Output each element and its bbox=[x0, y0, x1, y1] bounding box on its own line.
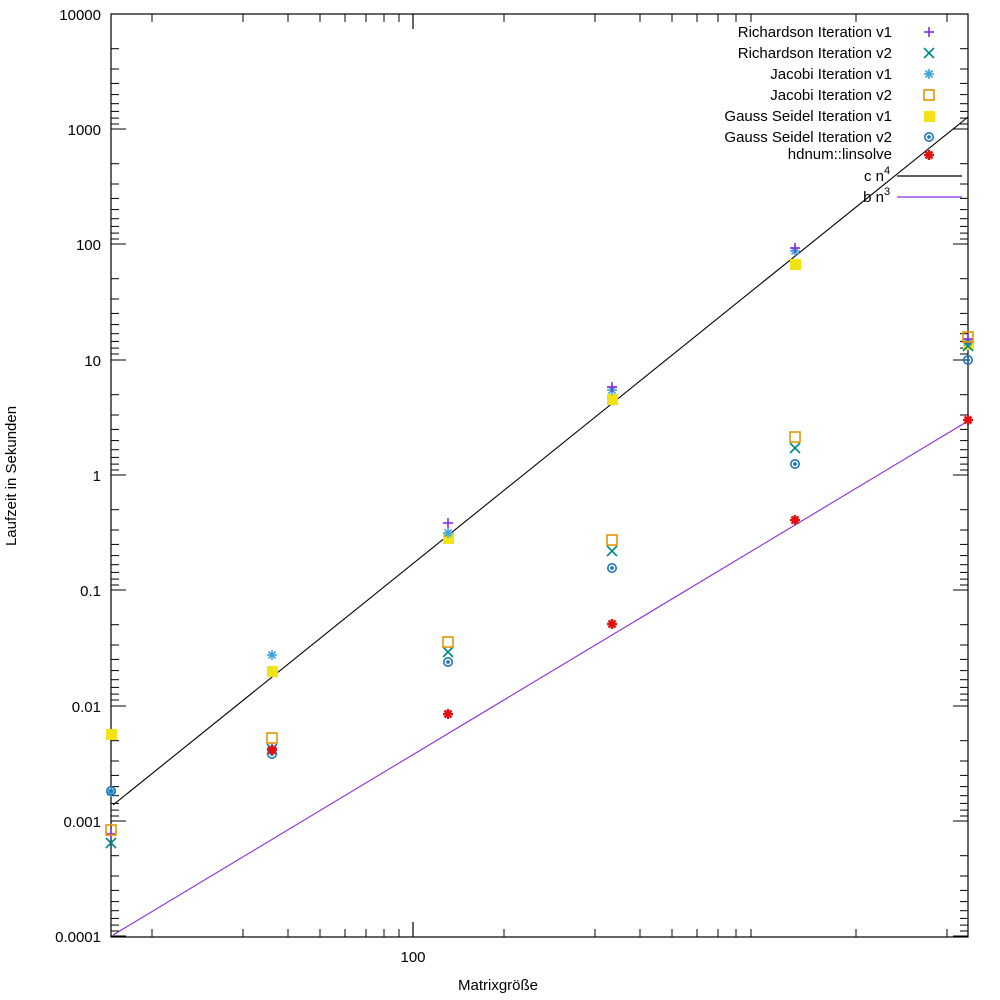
legend-label-gauss-seidel-v1: Gauss Seidel Iteration v1 bbox=[724, 108, 892, 125]
data-point bbox=[443, 518, 453, 528]
data-point bbox=[443, 709, 453, 719]
data-point bbox=[606, 545, 618, 557]
data-point bbox=[267, 666, 278, 677]
data-point bbox=[606, 534, 618, 546]
legend-label-jacobi-v1: Jacobi Iteration v1 bbox=[770, 66, 892, 83]
legend-label-bn3: b n bbox=[863, 189, 884, 206]
data-point bbox=[963, 415, 973, 425]
series-gauss-seidel-v2-points bbox=[106, 354, 973, 796]
data-point bbox=[267, 745, 277, 755]
data-point bbox=[106, 829, 116, 839]
series-jacobi-v2-points bbox=[105, 331, 974, 836]
data-point bbox=[443, 533, 454, 544]
data-point bbox=[790, 515, 800, 525]
data-point bbox=[442, 636, 454, 648]
legend-label-hdnum-linsolve: hdnum::linsolve bbox=[788, 146, 892, 163]
y-axis-ticks bbox=[111, 13, 968, 937]
legend-marker-richardson-v1 bbox=[924, 27, 934, 37]
series-jacobi-v1-points bbox=[106, 246, 973, 797]
series-gauss-seidel-v1-points bbox=[106, 259, 974, 740]
legend-marker-jacobi-v2 bbox=[923, 89, 935, 101]
data-point bbox=[606, 562, 617, 573]
y-tick-label-1: 1 bbox=[93, 468, 101, 485]
data-point bbox=[789, 431, 801, 443]
legend-label-cn4-exponent: 4 bbox=[884, 165, 890, 177]
reference-line-cn4 bbox=[112, 116, 969, 806]
y-tick-label-100: 100 bbox=[76, 237, 101, 254]
data-point bbox=[607, 382, 617, 392]
x-tick-label-100: 100 bbox=[400, 949, 425, 966]
y-tick-label-10000: 10000 bbox=[59, 7, 101, 24]
series-richardson-v2-points bbox=[105, 340, 974, 849]
series-hdnum-linsolve-points bbox=[267, 415, 973, 755]
data-point bbox=[962, 331, 974, 343]
data-point bbox=[789, 458, 800, 469]
data-point bbox=[790, 243, 800, 253]
y-tick-label-0.01: 0.01 bbox=[72, 699, 101, 716]
data-point bbox=[442, 646, 454, 658]
data-point bbox=[962, 354, 973, 365]
data-point bbox=[790, 259, 801, 270]
legend-label-jacobi-v2: Jacobi Iteration v2 bbox=[770, 87, 892, 104]
data-point bbox=[443, 528, 453, 538]
legend-label-gauss-seidel-v2: Gauss Seidel Iteration v2 bbox=[724, 129, 892, 146]
legend-label-bn3-exponent: 3 bbox=[884, 186, 890, 198]
data-point bbox=[607, 394, 618, 405]
data-point bbox=[442, 656, 453, 667]
data-point bbox=[607, 619, 617, 629]
data-point bbox=[105, 837, 117, 849]
series-richardson-v1-points bbox=[106, 243, 973, 839]
x-axis-minor-ticks bbox=[151, 14, 948, 937]
y-tick-label-0.0001: 0.0001 bbox=[55, 929, 101, 946]
legend-label-richardson-v1: Richardson Iteration v1 bbox=[738, 24, 892, 41]
legend-marker-richardson-v2 bbox=[923, 47, 935, 59]
data-point bbox=[266, 732, 278, 744]
data-point bbox=[267, 650, 277, 660]
y-tick-label-1000: 1000 bbox=[68, 122, 101, 139]
x-axis-title: Matrixgröße bbox=[458, 977, 538, 994]
legend: Richardson Iteration v1 Richardson Itera… bbox=[724, 24, 962, 206]
legend-marker-hdnum-linsolve bbox=[924, 150, 934, 160]
y-tick-label-0.1: 0.1 bbox=[80, 583, 101, 600]
legend-marker-gauss-seidel-v1 bbox=[924, 111, 935, 122]
y-tick-label-0.001: 0.001 bbox=[63, 814, 101, 831]
legend-marker-gauss-seidel-v2 bbox=[923, 132, 934, 143]
reference-line-bn3 bbox=[112, 420, 969, 936]
legend-label-richardson-v2: Richardson Iteration v2 bbox=[738, 45, 892, 62]
data-point bbox=[106, 729, 117, 740]
legend-marker-jacobi-v1 bbox=[924, 69, 934, 79]
y-tick-label-10: 10 bbox=[84, 353, 101, 370]
y-axis-minor-ticks bbox=[111, 48, 968, 932]
y-axis-title: Laufzeit in Sekunden bbox=[3, 406, 20, 546]
data-point bbox=[106, 785, 117, 796]
data-point bbox=[789, 442, 801, 454]
legend-label-cn4: c n bbox=[864, 168, 884, 185]
data-point bbox=[105, 824, 117, 836]
